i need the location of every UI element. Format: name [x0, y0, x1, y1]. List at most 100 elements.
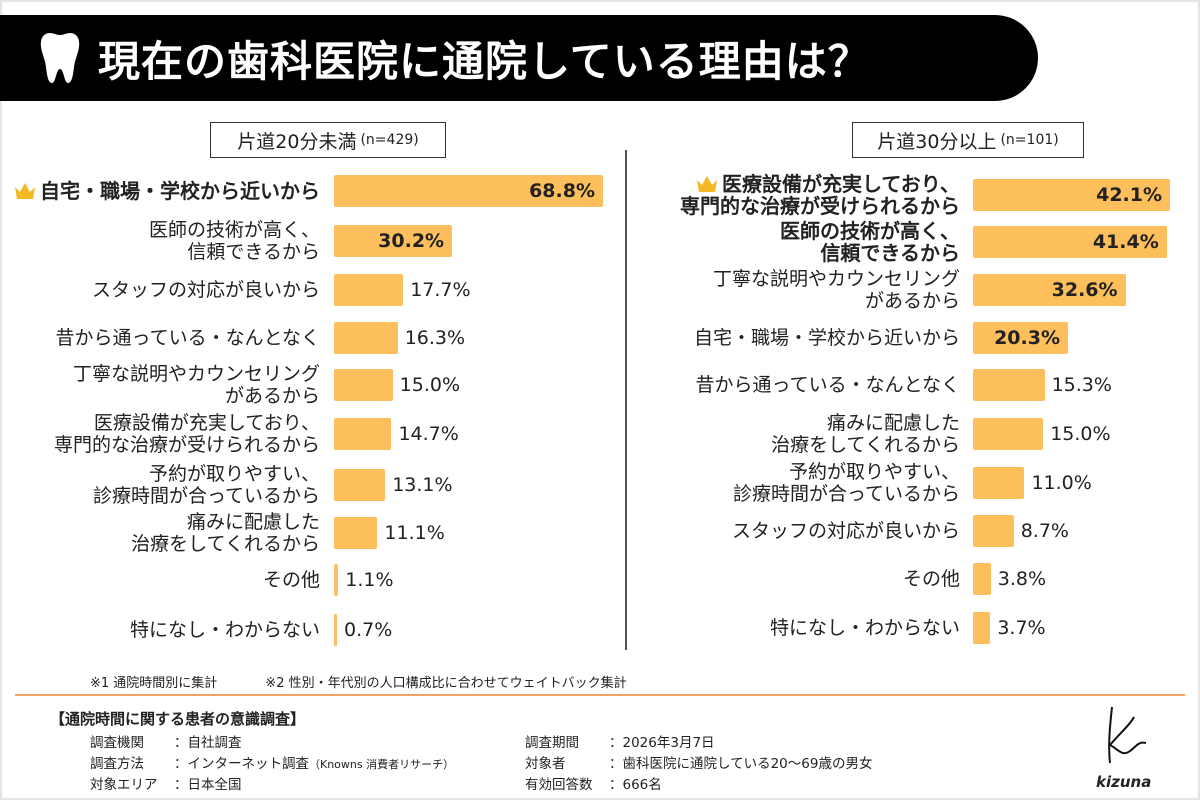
logo-mark — [1108, 706, 1147, 764]
bar — [334, 614, 337, 646]
notes: ※1 通院時間別に集計 ※2 性別・年代別の人口構成比に合わせてウェイトバック集… — [90, 672, 627, 691]
category-text: 医療設備が充実しており、 専門的な治療が受けられるから — [680, 172, 960, 218]
value-label: 17.7% — [410, 279, 471, 301]
bar — [973, 563, 991, 595]
bar — [334, 322, 398, 354]
value-label: 3.7% — [997, 617, 1046, 639]
crown-icon — [697, 176, 717, 192]
category-label: 痛みに配慮した 治療をしてくれるから — [131, 511, 320, 555]
category-text: 自宅・職場・学校から近いから — [693, 327, 960, 349]
bar — [973, 226, 1167, 258]
bar — [973, 274, 1126, 306]
survey-key: 調査期間 — [525, 735, 579, 751]
bar — [334, 369, 393, 401]
survey-row: 調査機関 ：自社調査 — [90, 733, 454, 754]
category-label: スタッフの対応が良いから — [92, 279, 320, 301]
survey-info-left: 調査機関 ：自社調査 調査方法 ：インターネット調査（Knowns 消費者リサーチ）… — [90, 733, 454, 796]
value-label: 16.3% — [404, 327, 466, 349]
separator — [15, 694, 1185, 696]
survey-value: ：自社調査 — [174, 735, 242, 751]
category-label: 特になし・わからない — [130, 619, 320, 641]
bar — [973, 322, 1068, 354]
category-label: 昔から通っている・なんとなく — [56, 327, 320, 349]
survey-key: 有効回答数 — [525, 777, 593, 793]
category-text: スタッフの対応が良いから — [731, 520, 960, 542]
category-label: 自宅・職場・学校から近いから — [694, 327, 960, 349]
category-text: 昔から通っている・なんとなく — [55, 327, 320, 349]
category-text: 自宅・職場・学校から近いから — [40, 179, 320, 203]
note-1: ※1 通院時間別に集計 — [90, 676, 218, 691]
category-label: 医療設備が充実しており、 専門的な治療が受けられるから — [54, 412, 320, 456]
category-text: 痛みに配慮した 治療をしてくれるから — [131, 511, 320, 555]
bar — [973, 612, 991, 644]
category-label: 医療設備が充実しており、 専門的な治療が受けられるから — [680, 173, 960, 217]
survey-key: 調査機関 — [90, 735, 144, 751]
category-label: 予約が取りやすい、 診療時間が合っているから — [733, 461, 960, 505]
kizuna-logo: kizuna — [1090, 705, 1160, 795]
value-label: 41.4% — [1092, 231, 1159, 253]
bar — [973, 467, 1025, 499]
category-text: 特になし・わからない — [129, 619, 320, 641]
value-label: 32.6% — [1051, 279, 1118, 301]
category-text: 昔から通っている・なんとなく — [695, 374, 960, 396]
survey-title: 【通院時間に関する患者の意識調査】 — [50, 710, 306, 728]
value-label: 15.0% — [1050, 423, 1111, 445]
value-label: 15.0% — [399, 374, 460, 396]
survey-key: 調査方法 — [90, 756, 144, 772]
category-text: スタッフの対応が良いから — [91, 279, 320, 301]
survey-key: 対象エリア — [90, 777, 158, 793]
category-text: 医療設備が充実しており、 専門的な治療が受けられるから — [53, 412, 320, 456]
bar — [334, 469, 386, 501]
category-text: その他 — [262, 569, 320, 591]
divider — [625, 150, 627, 650]
category-label: その他 — [263, 569, 320, 591]
value-label: 20.3% — [994, 327, 1060, 349]
page-title: 現在の歯科医院に通院している理由は？ — [98, 36, 871, 86]
title-banner: 現在の歯科医院に通院している理由は？ — [0, 15, 1038, 101]
category-label: 予約が取りやすい、 診療時間が合っているから — [93, 463, 320, 507]
right-group-title: 片道30分以上 (n=101) — [852, 122, 1084, 158]
bar — [334, 225, 453, 257]
tooth-icon — [40, 33, 80, 83]
category-label: 丁寧な説明やカウンセリング があるから — [713, 268, 960, 312]
value-label: 14.7% — [398, 423, 459, 445]
survey-row: 対象エリア ：日本全国 — [90, 775, 454, 796]
left-group-name: 片道20分未満 — [237, 130, 357, 153]
category-label: 丁寧な説明やカウンセリング があるから — [73, 363, 320, 407]
category-text: 予約が取りやすい、 診療時間が合っているから — [92, 463, 320, 507]
left-group-n: (n=429) — [360, 132, 419, 148]
survey-value: ：日本全国 — [174, 777, 242, 793]
bar — [973, 179, 1171, 211]
value-label: 3.8% — [997, 568, 1047, 590]
value-label: 68.8% — [529, 180, 595, 202]
value-label: 30.2% — [378, 230, 445, 252]
note-2: ※2 性別・年代別の人口構成比に合わせてウェイトバック集計 — [265, 676, 627, 691]
value-label: 1.1% — [345, 569, 394, 591]
category-text: 丁寧な説明やカウンセリング があるから — [72, 363, 320, 407]
bar — [334, 564, 339, 596]
right-group-n: (n=101) — [1000, 132, 1059, 148]
bar — [334, 175, 603, 207]
survey-row: 有効回答数 ：666名 — [525, 775, 872, 796]
value-label: 13.1% — [392, 474, 453, 496]
logo-text: kizuna — [1096, 773, 1152, 791]
value-label: 11.0% — [1031, 472, 1092, 494]
value-label: 15.3% — [1051, 374, 1112, 396]
value-label: 11.1% — [384, 522, 445, 544]
value-label: 0.7% — [344, 619, 393, 641]
survey-value: ：歯科医院に通院している20～69歳の男女 — [609, 756, 873, 772]
category-text: 痛みに配慮した 治療をしてくれるから — [771, 412, 960, 456]
survey-value: ：666名 — [609, 777, 662, 793]
category-label: 昔から通っている・なんとなく — [696, 374, 960, 396]
category-label: スタッフの対応が良いから — [732, 520, 960, 542]
survey-row: 調査方法 ：インターネット調査（Knowns 消費者リサーチ） — [90, 754, 454, 775]
survey-row: 対象者 ：歯科医院に通院している20～69歳の男女 — [525, 754, 872, 775]
bar — [973, 515, 1014, 547]
category-text: 特になし・わからない — [769, 617, 960, 639]
value-label: 42.1% — [1096, 184, 1163, 206]
bar — [334, 418, 392, 450]
survey-key: 対象者 — [525, 756, 566, 772]
bar — [973, 418, 1044, 450]
survey-value: ：インターネット調査 — [174, 756, 309, 772]
category-text: 予約が取りやすい、 診療時間が合っているから — [732, 461, 960, 505]
